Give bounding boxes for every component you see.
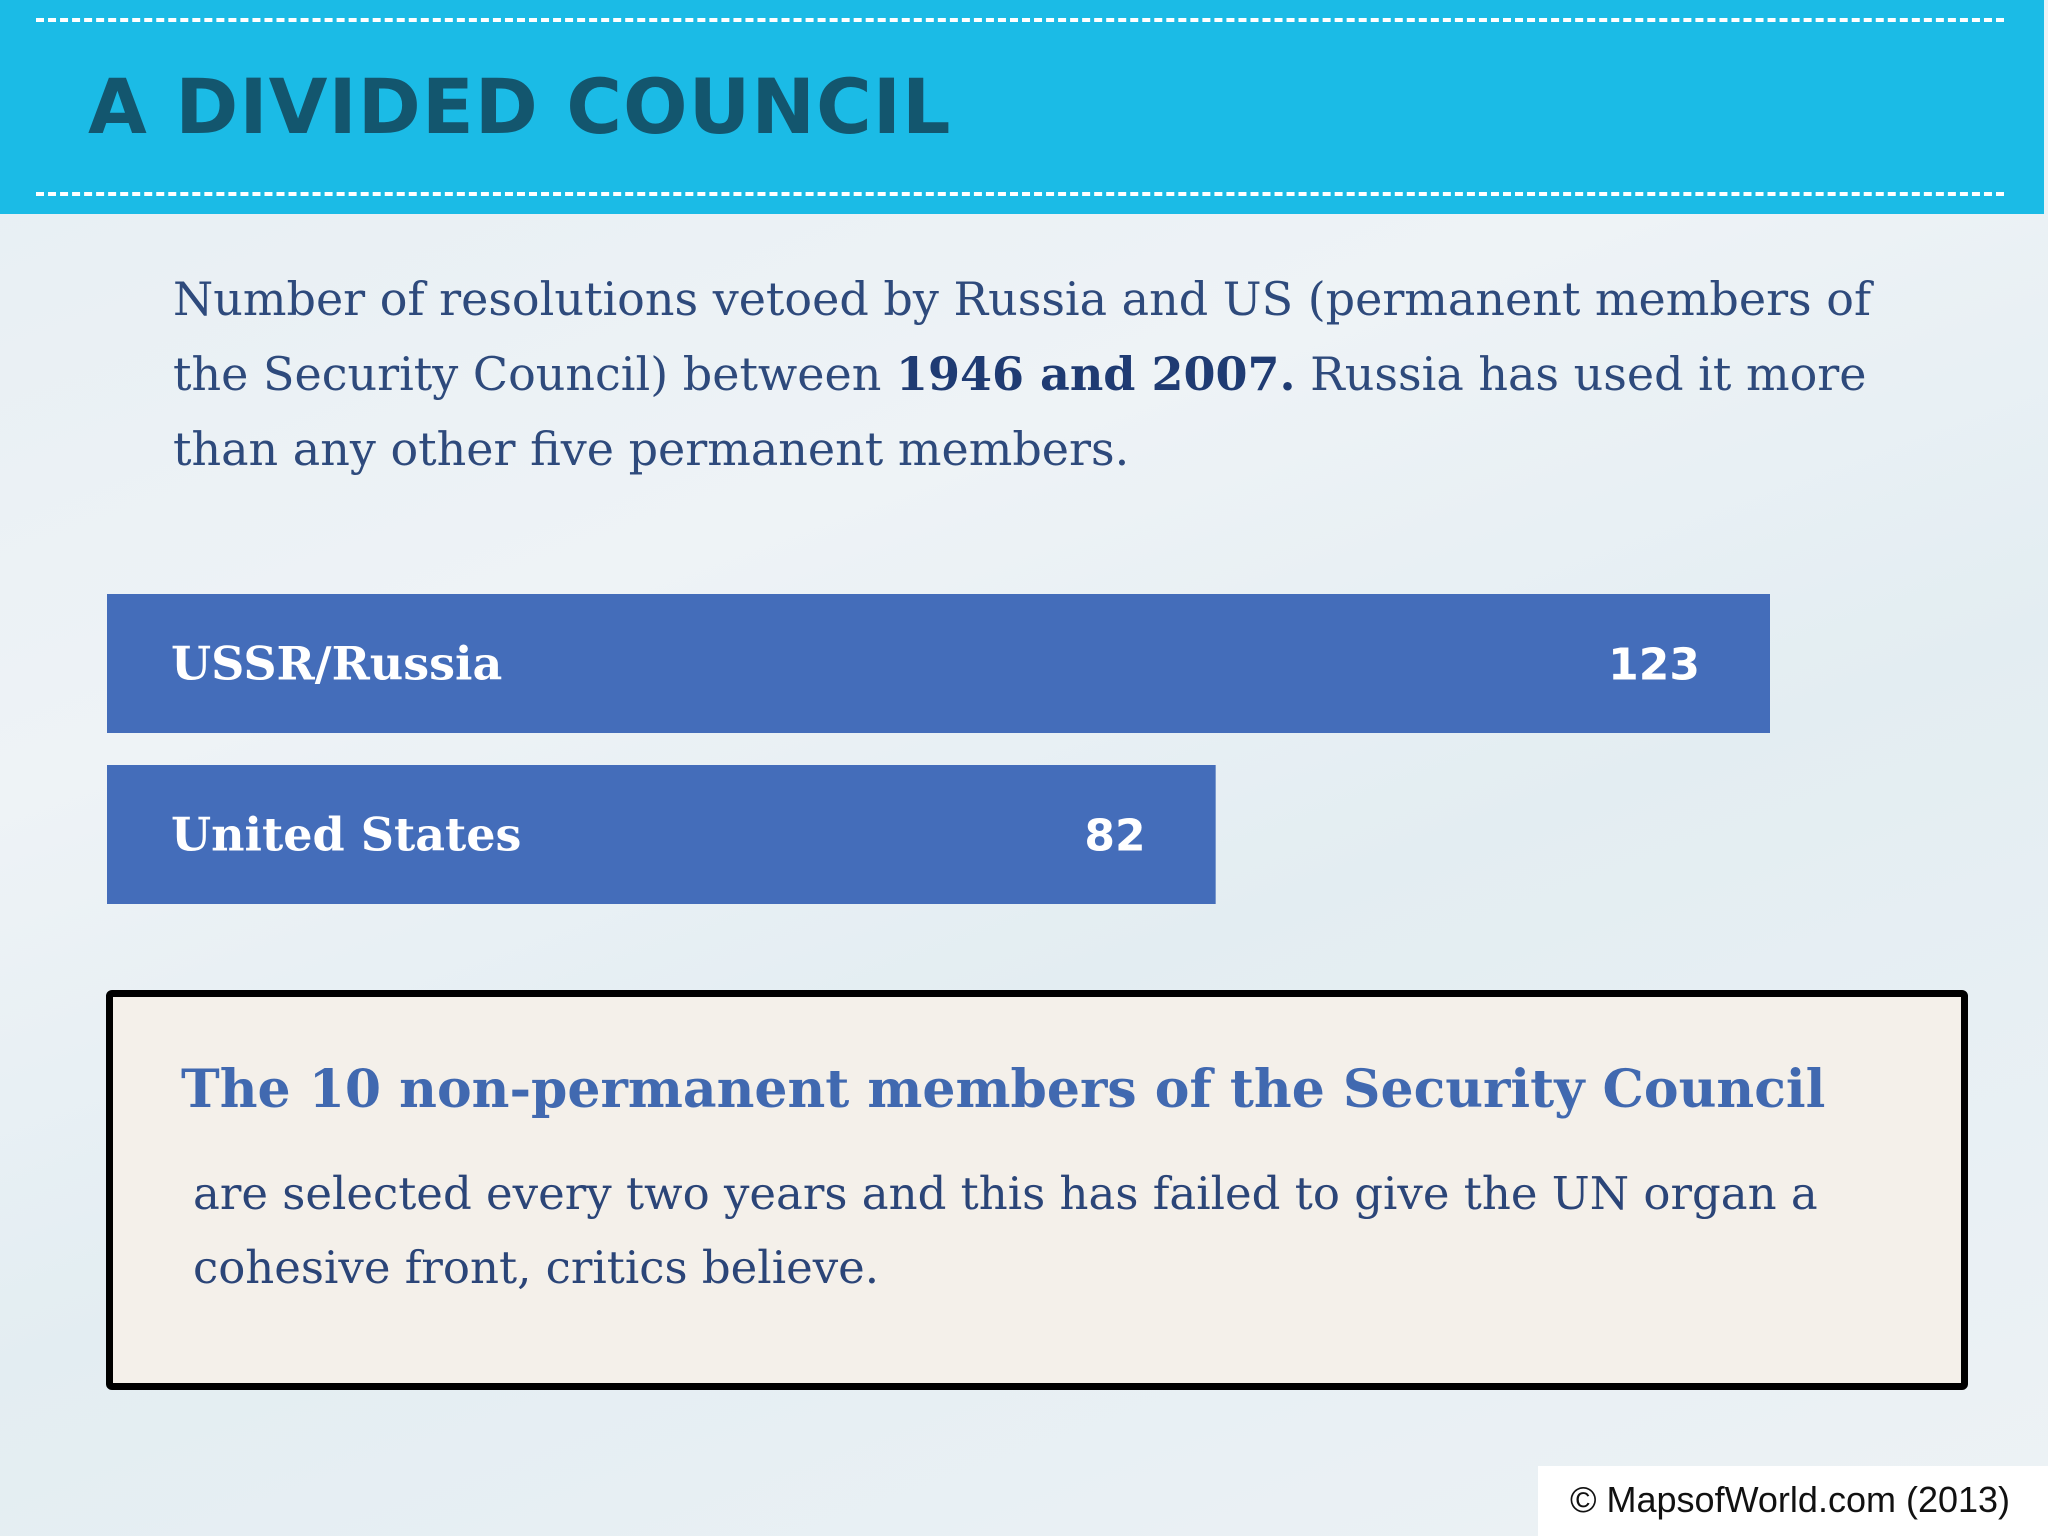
copyright-credit: © MapsofWorld.com (2013) (1538, 1466, 2048, 1536)
callout-body: are selected every two years and this ha… (193, 1167, 1818, 1294)
bar-ussr-russia (107, 594, 1770, 733)
intro-text: Number of resolutions vetoed by Russia a… (173, 272, 1872, 401)
veto-bar-chart: USSR/Russia 123 United States 82 (107, 594, 1770, 904)
page-title: A DIVIDED COUNCIL (88, 62, 952, 151)
bar-value-label: 123 (1608, 640, 1700, 691)
header-dashed-rule-bottom (36, 192, 2004, 196)
bar-category-label: United States (171, 808, 521, 862)
callout-heading: The 10 non-permanent members of the Secu… (181, 1059, 1826, 1120)
bar-value-label: 82 (1084, 811, 1145, 862)
bar-category-label: USSR/Russia (171, 637, 502, 691)
header-dashed-rule-top (36, 18, 2004, 22)
intro-date-range: 1946 and 2007. (896, 347, 1296, 401)
header-banner: A DIVIDED COUNCIL (0, 0, 2044, 214)
callout-box: The 10 non-permanent members of the Secu… (106, 990, 1968, 1390)
intro-paragraph: Number of resolutions vetoed by Russia a… (173, 262, 1893, 487)
bar-united-states (107, 765, 1216, 904)
intro-text-continued: Russia has used it more than any other f… (173, 347, 1867, 476)
